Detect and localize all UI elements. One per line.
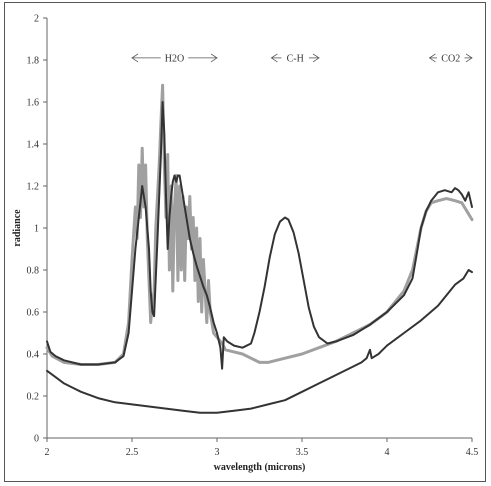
band-label: C-H (287, 53, 304, 64)
y-tick-label: 1.4 (27, 140, 40, 151)
y-tick-label: 1.8 (27, 56, 40, 67)
y-tick-label: 1.2 (27, 182, 40, 193)
y-tick-label: 1 (34, 224, 39, 235)
band-label: CO2 (441, 53, 460, 64)
arrowhead-left (270, 53, 278, 63)
arrowhead-right (312, 53, 320, 63)
series-line-2 (46, 101, 473, 370)
arrowhead-right (465, 53, 473, 63)
x-tick-label: 4.5 (466, 447, 479, 458)
series-line-3 (46, 269, 473, 414)
y-tick-label: 0.6 (27, 308, 40, 319)
chart-annotations: H2O C-H CO2 (131, 53, 473, 64)
y-tick-label: 2 (34, 14, 39, 25)
series-line-1 (45, 83, 474, 366)
x-tick-label: 4 (385, 447, 390, 458)
y-tick-label: 0.8 (27, 266, 40, 277)
x-tick-label: 2.5 (126, 447, 139, 458)
chart-series (45, 83, 474, 414)
y-axis-title: radiance (12, 209, 23, 247)
arrowhead-right (210, 53, 218, 63)
x-axis-title: wavelength (microns) (214, 462, 306, 473)
band-label: H2O (165, 53, 184, 64)
y-tick-label: 0 (34, 434, 39, 445)
y-tick-label: 0.2 (27, 392, 40, 403)
y-tick-label: 1.6 (27, 98, 40, 109)
x-tick-label: 3 (215, 447, 220, 458)
y-tick-label: 0.4 (27, 350, 40, 361)
x-tick-label: 3.5 (296, 447, 309, 458)
chart-frame (4, 2, 486, 482)
arrowhead-left (131, 53, 139, 63)
arrowhead-left (428, 53, 436, 63)
x-tick-label: 2 (45, 447, 50, 458)
chart-axes: 0 0.2 0.4 0.6 0.8 1 1.2 1.4 1.6 1.8 2 2 2.5 3 3.5 4 4.5 (27, 14, 479, 459)
